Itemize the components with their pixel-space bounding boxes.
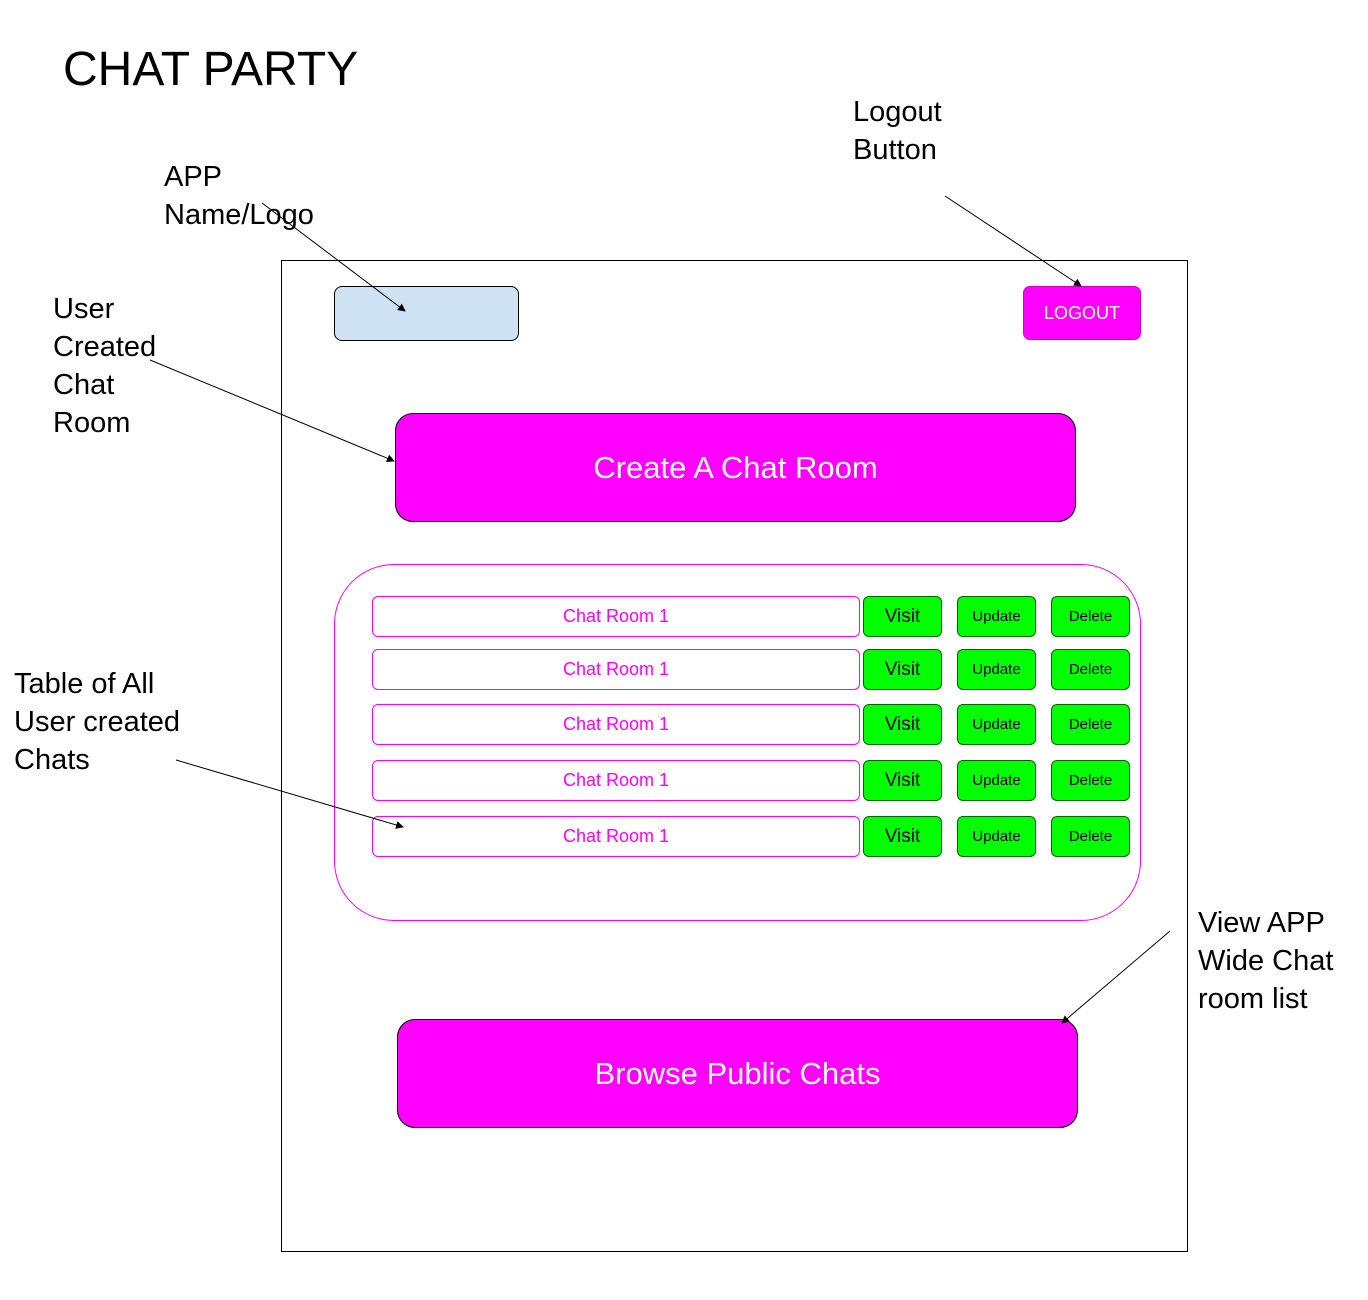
annotation-create-room: User Created Chat Room (53, 293, 157, 439)
annotation-logout: Logout Button (853, 96, 942, 166)
visit-button[interactable]: Visit (863, 596, 942, 637)
chat-room-name: Chat Room 1 (372, 596, 860, 637)
annotation-logo: APP Name/Logo (164, 161, 314, 231)
visit-button[interactable]: Visit (863, 760, 942, 801)
browse-public-chats-button[interactable]: Browse Public Chats (397, 1019, 1078, 1128)
delete-button[interactable]: Delete (1051, 596, 1130, 637)
delete-button[interactable]: Delete (1051, 704, 1130, 745)
app-frame (281, 260, 1188, 1252)
update-button[interactable]: Update (957, 649, 1036, 690)
update-button[interactable]: Update (957, 704, 1036, 745)
logout-button[interactable]: LOGOUT (1023, 286, 1141, 340)
delete-button[interactable]: Delete (1051, 760, 1130, 801)
annotation-browse-chats: View APP Wide Chat room list (1198, 907, 1334, 1015)
chat-room-table (334, 564, 1141, 921)
visit-button[interactable]: Visit (863, 704, 942, 745)
delete-button[interactable]: Delete (1051, 649, 1130, 690)
visit-button[interactable]: Visit (863, 816, 942, 857)
update-button[interactable]: Update (957, 596, 1036, 637)
update-button[interactable]: Update (957, 760, 1036, 801)
annotation-chat-table: Table of All User created Chats (14, 668, 181, 776)
chat-room-name: Chat Room 1 (372, 816, 860, 857)
create-chat-room-button[interactable]: Create A Chat Room (395, 413, 1076, 522)
visit-button[interactable]: Visit (863, 649, 942, 690)
diagram-title: CHAT PARTY (63, 43, 359, 96)
app-logo-placeholder (334, 286, 519, 341)
chat-room-name: Chat Room 1 (372, 760, 860, 801)
delete-button[interactable]: Delete (1051, 816, 1130, 857)
chat-room-name: Chat Room 1 (372, 649, 860, 690)
update-button[interactable]: Update (957, 816, 1036, 857)
chat-room-name: Chat Room 1 (372, 704, 860, 745)
